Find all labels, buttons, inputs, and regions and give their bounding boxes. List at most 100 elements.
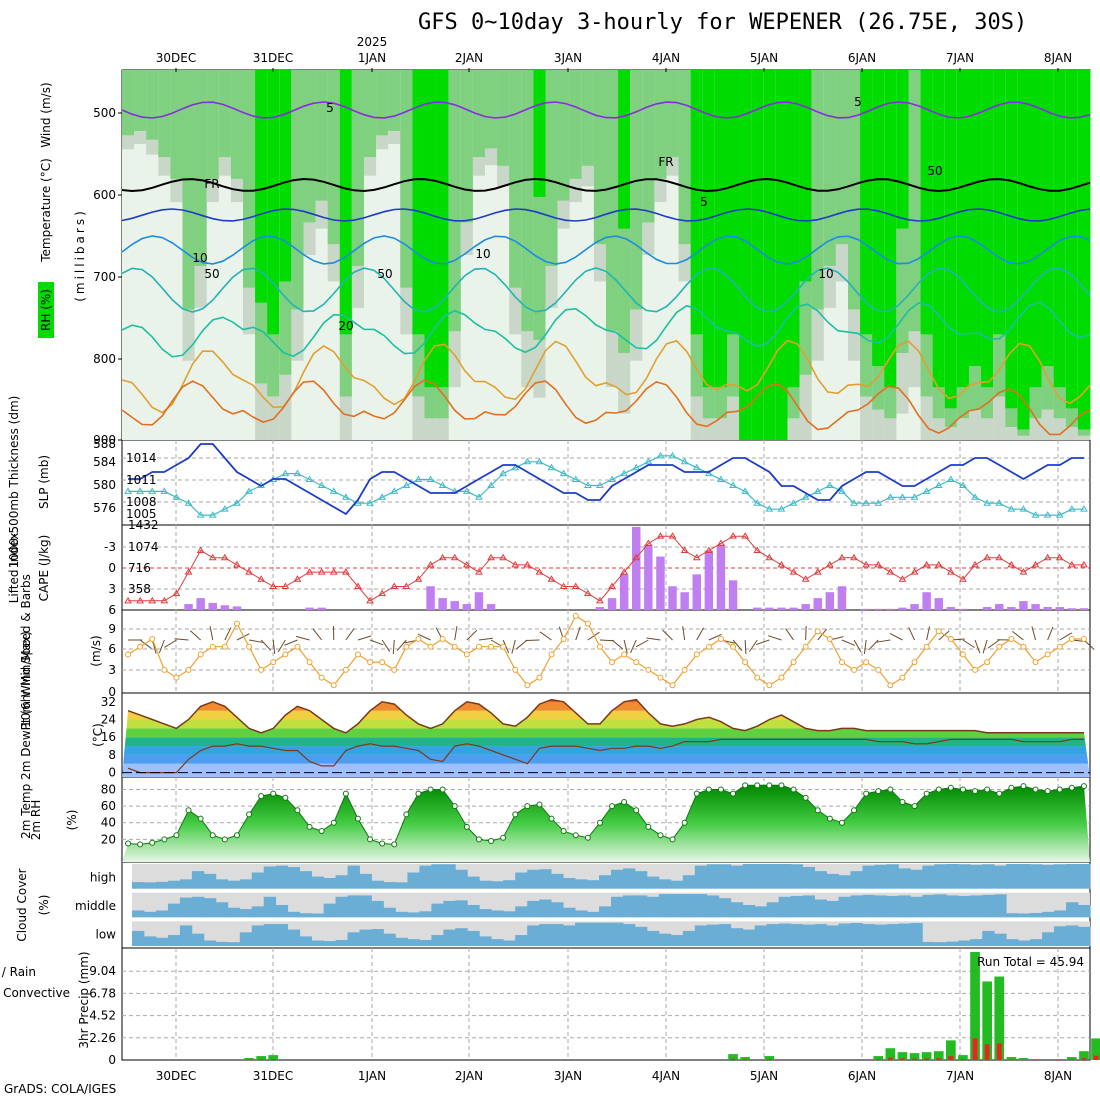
cloud-cell <box>766 864 780 889</box>
thickness-line-point <box>426 475 435 483</box>
temp-tick-label: 32 <box>101 695 116 709</box>
thickness-line-point <box>934 481 943 488</box>
wind-barb <box>1083 639 1095 650</box>
cloud-cell <box>587 880 600 889</box>
rh-shade-cell <box>146 70 159 140</box>
cape-bar <box>462 604 472 610</box>
rh-shade-cell <box>158 70 171 158</box>
rh-shade-cell <box>182 70 196 310</box>
rh-tick-label: 60 <box>101 799 116 813</box>
rh-line-point <box>693 790 700 797</box>
wind-speed-line-point <box>137 643 144 650</box>
temperature-contour <box>121 208 1091 222</box>
cloud-cell <box>658 879 672 889</box>
cloud-cell <box>191 871 205 889</box>
precip-bar <box>1079 1051 1089 1060</box>
cloud-cell <box>419 911 432 918</box>
cloud-cell <box>1042 911 1055 918</box>
wind-speed-line-point <box>972 666 979 673</box>
cloud-cell <box>994 933 1007 946</box>
top-date-label: 3JAN <box>554 51 582 65</box>
precip-conv-bar <box>960 1059 966 1060</box>
wind-speed-line-point <box>947 636 954 642</box>
cape-bar <box>656 556 665 610</box>
rh-shade-cell <box>351 70 365 266</box>
lifted-index-line-point <box>741 532 750 539</box>
rh-line-point <box>935 786 942 793</box>
wind-speed-line-point <box>367 659 374 666</box>
rh-line-point <box>403 811 410 818</box>
wind-barb <box>599 639 614 642</box>
lifted-index-line-point <box>414 575 423 582</box>
thickness-line-point <box>608 475 616 483</box>
lifted-index-line-point <box>995 553 1004 561</box>
cloud-cell <box>335 896 348 918</box>
contour-label: 10 <box>818 267 833 281</box>
bottom-date-label: 5JAN <box>750 1069 778 1083</box>
thickness-line-point <box>148 487 157 494</box>
temperature-contour <box>121 379 1091 436</box>
cloud-cell <box>910 896 923 918</box>
lifted-index-line-point <box>402 582 411 589</box>
precip-title: 3hr Precip (mm) <box>77 951 91 1048</box>
precip-bar <box>256 1056 266 1060</box>
precip-conv-bar <box>996 1043 1002 1060</box>
wind-speed-line-point <box>935 628 942 635</box>
lifted-index-line-point <box>329 568 338 575</box>
cloud-cell <box>742 929 756 946</box>
thickness-line-point <box>293 469 302 477</box>
wind-speed-line-point <box>669 682 676 689</box>
cloud-cell <box>862 924 875 946</box>
cape-bar <box>958 608 968 610</box>
wind-speed-line-point <box>887 682 894 689</box>
lifted-index-line-point <box>644 539 653 546</box>
wind-barb <box>662 629 673 641</box>
precip-conv-bar <box>1093 1055 1099 1060</box>
wind-speed-line-point <box>270 659 277 666</box>
slp-title: SLP (mb) <box>37 455 51 509</box>
thickness-line-point <box>825 481 834 488</box>
cloud-cell <box>563 907 576 918</box>
wind-speed-line-point <box>681 666 688 673</box>
wind-speed-line-point <box>439 636 446 642</box>
precip-bar <box>921 1052 932 1060</box>
cloud-cell <box>611 869 624 889</box>
thickness-line-point <box>475 493 483 500</box>
cape-bar <box>886 608 895 610</box>
wind-speed-line-point <box>161 666 168 673</box>
lifted-index-line-point <box>765 553 774 561</box>
thickness-line-point <box>1067 505 1076 512</box>
rh-line-point <box>730 790 737 797</box>
thickness-line-point <box>801 493 810 500</box>
lifted-index-line-point <box>971 560 979 568</box>
wind-speed-line-point <box>246 643 253 650</box>
wind-barb <box>284 639 298 646</box>
cloud-cell <box>694 865 708 889</box>
cloud-cell <box>1018 940 1031 946</box>
rh-shade-cell <box>727 70 740 335</box>
precip-conv-bar <box>924 1058 930 1060</box>
wind-barb <box>767 635 782 641</box>
cloud-cell <box>503 911 516 918</box>
lifted-index-line-point <box>692 553 701 561</box>
rh-shade-cell <box>690 70 704 335</box>
cloud-cell <box>132 930 145 946</box>
rh-line-point <box>669 836 676 843</box>
rh-line-point <box>681 819 688 826</box>
cloud-cell <box>527 900 540 918</box>
thickness-line-point <box>136 487 145 494</box>
cloud-cell <box>143 882 157 889</box>
cloud-cell <box>179 925 193 946</box>
cloud-cell <box>611 922 624 946</box>
rh-line-point <box>621 798 628 805</box>
bottom-date-label: 2JAN <box>455 1069 483 1083</box>
legend-wind: Wind (m/s) <box>39 82 53 147</box>
rh-line-point <box>246 811 253 818</box>
lifted-index-line-point <box>801 575 810 582</box>
contour-label: 50 <box>204 267 219 281</box>
cape-bar <box>619 574 629 610</box>
precip-bar <box>244 1058 254 1060</box>
wind-speed-line-point <box>185 666 192 673</box>
lifted-index-line-point <box>184 568 193 575</box>
precip-bar <box>946 1040 956 1060</box>
